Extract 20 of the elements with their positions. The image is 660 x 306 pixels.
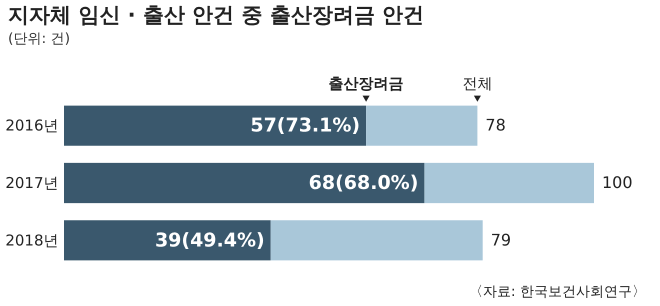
series-label: 전체 — [462, 74, 492, 93]
y-tick-label: 2018년 — [5, 231, 58, 250]
bar — [64, 162, 424, 204]
data-label: 57(73.1%) — [250, 114, 360, 137]
data-label: 68(68.0%) — [308, 172, 418, 194]
y-tick-label: 2016년 — [5, 116, 58, 135]
y-tick-label: 2017년 — [5, 174, 58, 192]
total-label: 100 — [602, 173, 633, 192]
chart-title: 지자체 임신 · 출산 안건 중 출산장려금 안건 — [8, 2, 426, 28]
bar — [64, 106, 366, 146]
series-label: 출산장려금 — [328, 74, 404, 93]
bar — [424, 162, 594, 204]
total-label: 78 — [485, 116, 506, 135]
bar — [270, 220, 483, 260]
data-label: 39(49.4%) — [154, 229, 265, 252]
text: 〈자료: 한국보건사회연구〉 — [468, 283, 646, 301]
bar — [366, 106, 478, 146]
bar — [64, 220, 271, 260]
chart-subtitle: (단위: 건) — [8, 30, 72, 48]
total-label: 79 — [490, 230, 512, 250]
